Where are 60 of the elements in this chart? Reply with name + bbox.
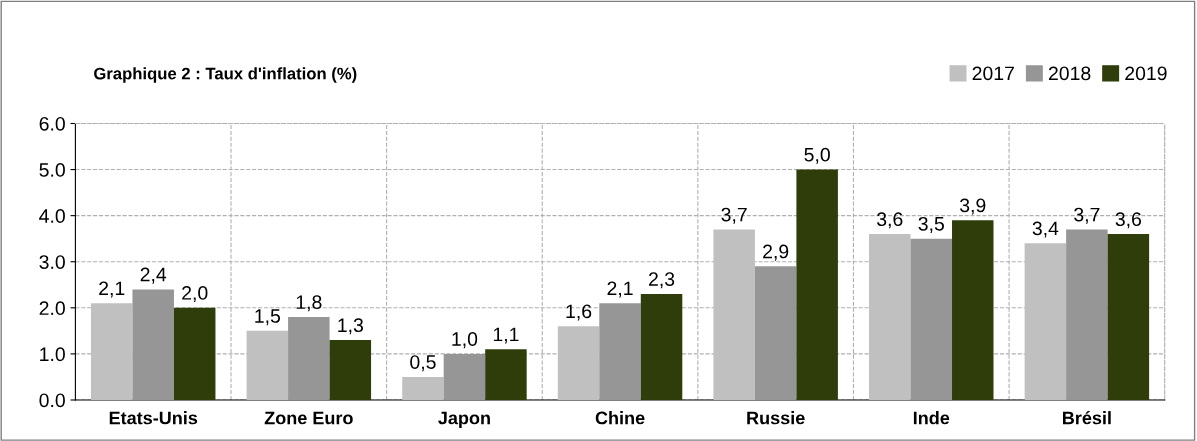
bar [1107, 234, 1150, 400]
legend-label: 2019 [1125, 66, 1167, 81]
data-label: 1,6 [566, 304, 592, 321]
data-label: 2,0 [182, 286, 208, 303]
data-label: 2,4 [140, 267, 167, 284]
data-label: 1,0 [452, 332, 478, 349]
bar [90, 303, 133, 400]
bar [173, 307, 216, 400]
x-tick-label: Japon [438, 411, 490, 428]
x-tick-label: Etats-Unis [109, 411, 198, 425]
data-label: 3,9 [959, 198, 986, 215]
bar [1024, 243, 1067, 400]
bar [952, 220, 994, 400]
data-label: 3,6 [877, 212, 903, 229]
bar [1066, 229, 1108, 400]
legend-label: 2017 [972, 66, 1014, 81]
y-tick-label: 2.0 [39, 301, 65, 316]
y-tick-label: 1.0 [40, 347, 65, 362]
bar [402, 376, 444, 400]
data-label: 2,1 [607, 281, 633, 298]
bar [599, 303, 641, 400]
bar [910, 238, 953, 400]
bar [640, 293, 683, 400]
y-tick-label: 0.0 [39, 393, 65, 408]
data-label: 3,7 [1074, 207, 1100, 224]
x-tick-label: Brésil [1062, 410, 1111, 425]
data-label: 3,4 [1032, 221, 1059, 238]
data-label: 5,0 [804, 147, 830, 164]
data-label: 0,5 [410, 355, 436, 372]
bar [557, 326, 600, 400]
y-tick-label: 5.0 [39, 163, 65, 177]
legend-label: 2018 [1048, 66, 1091, 81]
data-label: 1,8 [296, 295, 322, 312]
data-label: 1,5 [255, 309, 281, 326]
y-tick-label: 6.0 [39, 116, 65, 131]
bar [796, 169, 838, 400]
data-label: 2,1 [99, 281, 125, 298]
bar [485, 349, 527, 400]
x-tick-label: Zone Euro [264, 411, 353, 425]
data-label: 1,3 [338, 318, 363, 335]
y-tick-label: 4.0 [39, 209, 65, 223]
x-tick-label: Inde [913, 411, 950, 425]
x-tick-label: Russie [747, 411, 805, 425]
y-tick-label: 3.0 [39, 255, 65, 269]
bar [132, 289, 174, 400]
bar [443, 353, 486, 400]
chart-title: Graphique 2 : Taux d'inflation (%) [94, 67, 357, 83]
bar [713, 229, 755, 400]
bar [246, 330, 289, 400]
bar [754, 266, 797, 400]
data-label: 3,6 [1115, 212, 1142, 229]
data-label: 2,3 [649, 272, 675, 289]
data-label: 3,7 [721, 207, 747, 224]
data-label: 1,1 [493, 327, 519, 344]
bar [288, 317, 330, 400]
data-label: 3,5 [918, 216, 944, 233]
data-label: 2,9 [763, 244, 789, 261]
x-tick-label: Chine [595, 411, 645, 425]
bar [869, 234, 911, 400]
bar [329, 340, 372, 400]
